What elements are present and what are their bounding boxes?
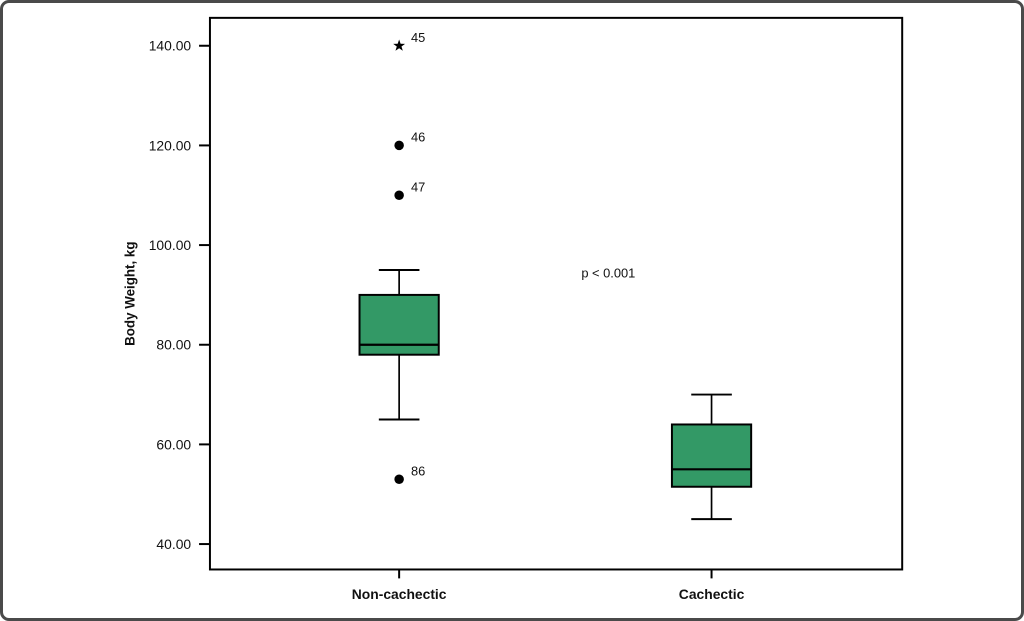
plot-frame <box>208 16 904 571</box>
category-label-non-cachectic: Non-cachectic <box>352 586 447 602</box>
outlier-label-non-cachectic: 45 <box>411 30 425 45</box>
outlier-label-non-cachectic: 46 <box>411 129 425 144</box>
y-tick-label: 80.00 <box>156 337 191 353</box>
outlier-marker-non-cachectic <box>394 474 404 485</box>
y-tick-label: 120.00 <box>149 137 192 153</box>
outlier-marker-non-cachectic <box>394 140 404 151</box>
outlier-label-non-cachectic: 86 <box>411 463 425 478</box>
category-label-cachectic: Cachectic <box>679 586 745 602</box>
y-tick-label: 60.00 <box>156 436 191 452</box>
y-tick-label: 100.00 <box>149 237 192 253</box>
p-value-annotation: p < 0.001 <box>581 265 635 280</box>
boxplot-figure: 140.00 120.00 100.00 80.00 60.00 40.00 Body We… <box>3 3 1021 618</box>
outlier-marker-non-cachectic <box>394 190 404 201</box>
extreme-outlier-marker-non-cachectic <box>393 39 406 51</box>
boxplot-chart: 140.00 120.00 100.00 80.00 60.00 40.00 Body We… <box>123 16 904 602</box>
box-cachectic <box>670 423 753 488</box>
y-tick-label: 40.00 <box>156 536 191 552</box>
y-tick-label: 140.00 <box>149 38 192 54</box>
y-axis-title: Body Weight, kg <box>123 241 138 345</box>
outlier-label-non-cachectic: 47 <box>411 179 425 194</box>
